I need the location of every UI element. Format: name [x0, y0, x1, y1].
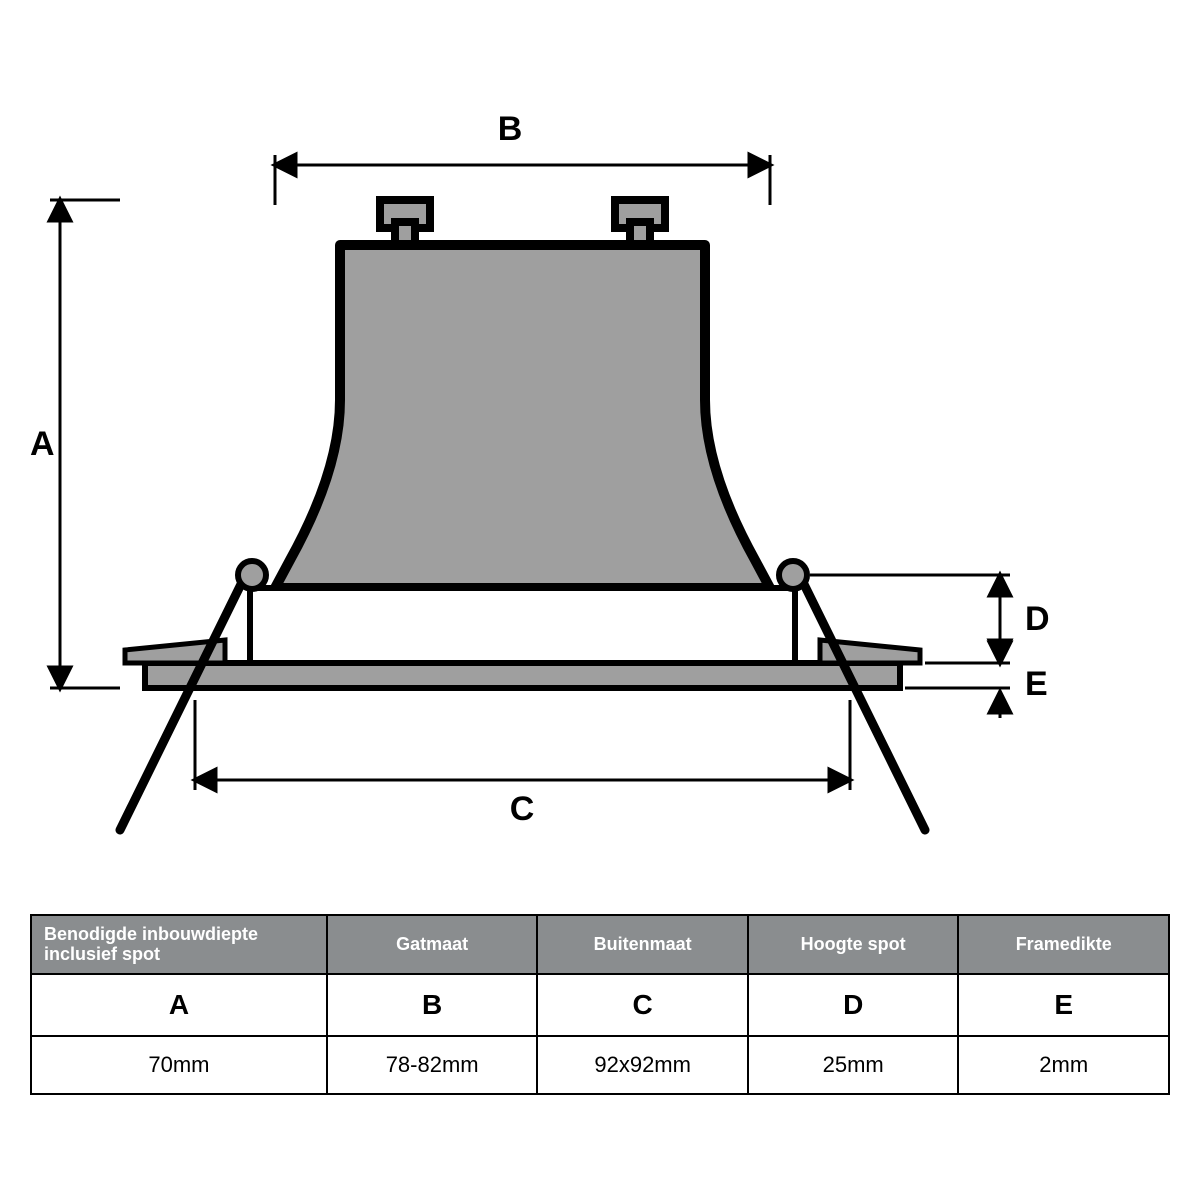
- cell-value-B: 78-82mm: [327, 1036, 538, 1094]
- label-B: B: [498, 110, 523, 148]
- col-header-A: Benodigde inbouwdiepte inclusief spot: [31, 915, 327, 974]
- label-C: C: [510, 790, 535, 828]
- dimension-B: B: [275, 110, 770, 205]
- dimensions-table: Benodigde inbouwdiepte inclusief spot Ga…: [30, 914, 1170, 1095]
- lamp-body: [275, 200, 770, 588]
- cell-value-C: 92x92mm: [537, 1036, 748, 1094]
- cell-value-D: 25mm: [748, 1036, 959, 1094]
- cell-value-A: 70mm: [31, 1036, 327, 1094]
- cell-value-E: 2mm: [958, 1036, 1169, 1094]
- label-A: A: [30, 425, 55, 463]
- cell-letter-D: D: [748, 974, 959, 1036]
- spotlight-diagram: A B: [0, 0, 1200, 900]
- col-header-B: Gatmaat: [327, 915, 538, 974]
- cell-letter-A: A: [31, 974, 327, 1036]
- table-values-row: 70mm 78-82mm 92x92mm 25mm 2mm: [31, 1036, 1169, 1094]
- col-header-E: Framedikte: [958, 915, 1169, 974]
- cell-letter-B: B: [327, 974, 538, 1036]
- cell-letter-C: C: [537, 974, 748, 1036]
- label-D: D: [1025, 600, 1050, 638]
- dimension-C: C: [195, 700, 850, 828]
- label-E: E: [1025, 665, 1048, 703]
- col-header-C: Buitenmaat: [537, 915, 748, 974]
- table-header-row: Benodigde inbouwdiepte inclusief spot Ga…: [31, 915, 1169, 974]
- dimension-E: E: [905, 635, 1048, 718]
- col-header-A-line2: inclusief spot: [44, 944, 160, 964]
- cell-letter-E: E: [958, 974, 1169, 1036]
- table-letters-row: A B C D E: [31, 974, 1169, 1036]
- col-header-A-line1: Benodigde inbouwdiepte: [44, 924, 258, 944]
- col-header-D: Hoogte spot: [748, 915, 959, 974]
- dimension-A: A: [30, 200, 120, 688]
